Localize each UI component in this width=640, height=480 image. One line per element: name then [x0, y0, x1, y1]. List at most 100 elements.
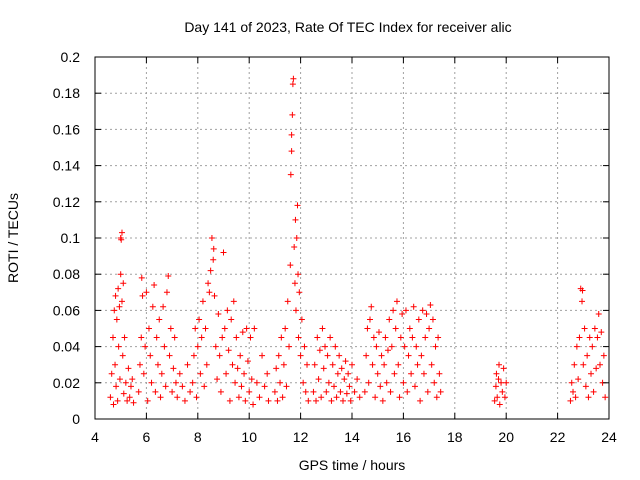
- x-tick-label: 18: [447, 429, 463, 445]
- data-point: [295, 271, 302, 278]
- data-point: [214, 376, 221, 383]
- data-point: [142, 343, 149, 350]
- data-point: [368, 303, 375, 310]
- data-point: [160, 303, 167, 310]
- y-tick-label: 0.08: [53, 266, 80, 282]
- data-point: [424, 388, 431, 395]
- data-point: [112, 292, 119, 299]
- data-point: [223, 370, 230, 377]
- data-point: [165, 273, 172, 280]
- data-point: [126, 394, 133, 401]
- data-point: [283, 383, 290, 390]
- data-point: [417, 397, 424, 404]
- data-point: [115, 343, 122, 350]
- x-tick-label: 14: [344, 429, 360, 445]
- data-point: [201, 383, 208, 390]
- data-point: [248, 376, 255, 383]
- data-point: [589, 343, 596, 350]
- data-point: [163, 289, 170, 296]
- data-point: [314, 334, 321, 341]
- data-point: [225, 347, 232, 354]
- data-point: [567, 397, 574, 404]
- data-point: [582, 383, 589, 390]
- data-point: [576, 334, 583, 341]
- data-point: [282, 325, 289, 332]
- y-tick-label: 0.14: [53, 158, 80, 174]
- data-point: [256, 394, 263, 401]
- y-tick-label: 0: [72, 411, 80, 427]
- data-point: [310, 388, 317, 395]
- data-point: [328, 397, 335, 404]
- data-point: [288, 148, 295, 155]
- data-point: [581, 325, 588, 332]
- data-point: [224, 307, 231, 314]
- data-point: [154, 361, 161, 368]
- data-point: [291, 244, 298, 251]
- data-point: [369, 361, 376, 368]
- data-point: [264, 370, 271, 377]
- data-point: [289, 81, 296, 88]
- data-point: [296, 289, 303, 296]
- data-point: [171, 334, 178, 341]
- data-point: [351, 388, 358, 395]
- data-point: [275, 352, 282, 359]
- data-point: [148, 379, 155, 386]
- data-point: [408, 370, 415, 377]
- x-tick-label: 12: [293, 429, 309, 445]
- data-point: [302, 388, 309, 395]
- data-point: [202, 325, 209, 332]
- data-point: [206, 289, 213, 296]
- data-point: [492, 383, 499, 390]
- data-point: [237, 352, 244, 359]
- data-point: [570, 388, 577, 395]
- data-point: [162, 383, 169, 390]
- data-point: [427, 301, 434, 308]
- data-point: [387, 388, 394, 395]
- data-point: [284, 298, 291, 305]
- x-tick-label: 20: [498, 429, 514, 445]
- data-point: [232, 379, 239, 386]
- data-point: [426, 325, 433, 332]
- data-point: [228, 316, 235, 323]
- data-point: [166, 352, 173, 359]
- data-point: [247, 334, 254, 341]
- data-point: [138, 334, 145, 341]
- data-point: [138, 274, 145, 281]
- data-point: [341, 376, 348, 383]
- data-point: [423, 311, 430, 318]
- data-point: [161, 343, 168, 350]
- data-point: [124, 397, 131, 404]
- data-point: [230, 298, 237, 305]
- data-point: [500, 365, 507, 372]
- y-tick-label: 0.04: [53, 339, 80, 355]
- data-point: [215, 311, 222, 318]
- data-point: [291, 280, 298, 287]
- data-point: [129, 376, 136, 383]
- data-point: [125, 365, 132, 372]
- data-point: [216, 352, 223, 359]
- data-point: [111, 307, 118, 314]
- data-point: [420, 370, 427, 377]
- data-point: [136, 361, 143, 368]
- data-point: [235, 394, 242, 401]
- data-point: [118, 229, 125, 236]
- data-point: [238, 383, 245, 390]
- data-point: [396, 394, 403, 401]
- data-point: [208, 235, 215, 241]
- data-point: [167, 325, 174, 332]
- data-point: [294, 202, 301, 209]
- data-point: [179, 383, 186, 390]
- data-point: [431, 379, 438, 386]
- data-point: [143, 289, 150, 296]
- data-point: [144, 397, 151, 404]
- data-point: [219, 334, 226, 341]
- data-point: [390, 307, 397, 314]
- data-point: [112, 361, 119, 368]
- data-point: [278, 334, 285, 341]
- data-point: [436, 370, 443, 377]
- data-point: [109, 334, 116, 341]
- data-point: [496, 361, 503, 368]
- x-axis-label: GPS time / hours: [299, 457, 406, 473]
- data-point: [568, 379, 575, 386]
- data-point: [415, 316, 422, 323]
